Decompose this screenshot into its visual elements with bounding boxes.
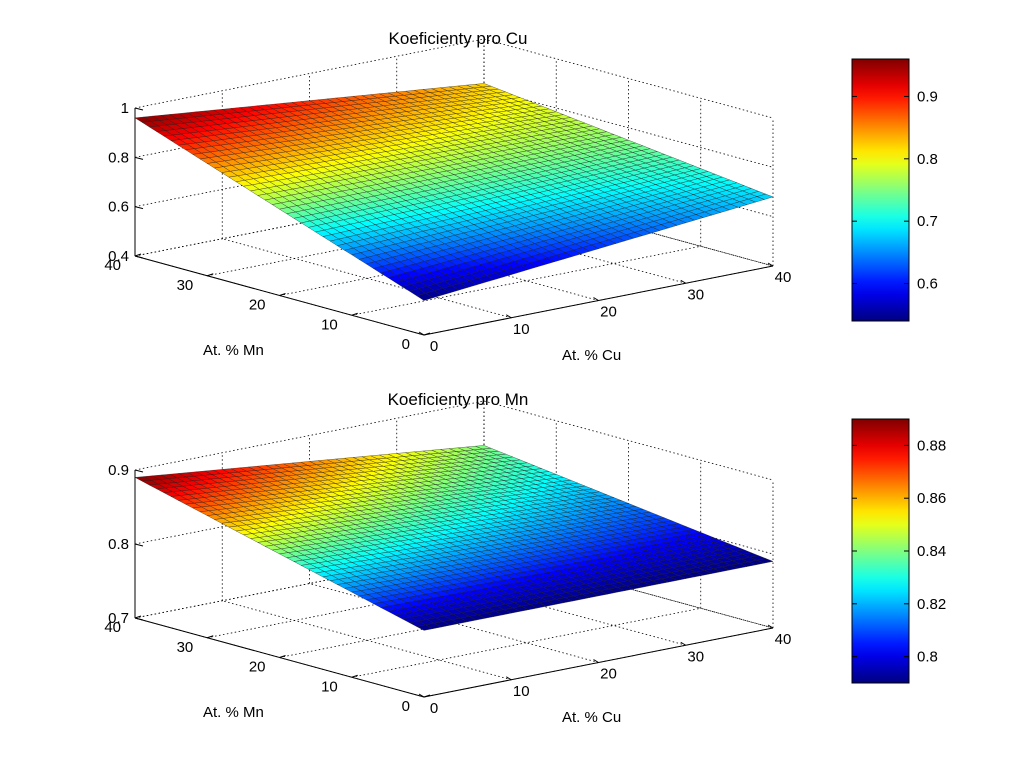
- colorbar-tick-label: 0.9: [917, 88, 938, 105]
- colorbar: 0.8 0.82 0.84 0.86 0.88: [851, 418, 946, 684]
- cu-tick-mark: [767, 624, 774, 629]
- mn-axis-label: At. % Mn: [203, 704, 264, 721]
- cu-tick-mark: [680, 641, 687, 646]
- mn-tick-mark: [207, 273, 214, 277]
- cu-tick-mark: [505, 314, 512, 319]
- mn-tick-label: 30: [177, 639, 194, 656]
- mn-tick-mark: [207, 635, 214, 639]
- colorbar-tick-label: 0.84: [917, 543, 946, 560]
- mn-tick-mark: [351, 312, 358, 316]
- mn-tick-mark: [423, 694, 431, 698]
- z-tick-mark: [134, 206, 144, 210]
- z-tick-mark: [134, 107, 144, 111]
- mn-tick-label: 0: [402, 698, 410, 715]
- floor-grid-line: [351, 245, 701, 316]
- z-tick-mark: [134, 156, 144, 160]
- cu-tick-label: 20: [600, 666, 617, 683]
- z-tick-label: 0.8: [108, 536, 129, 553]
- cu-tick-label: 10: [513, 321, 530, 338]
- z-tick-label: 0.7: [108, 610, 129, 627]
- chart-panel-2: 0.7 0.8 0.9 0 10 20 30 40 0 10 20 30 40 At. % Mn At. %…: [104, 390, 946, 726]
- cu-tick-mark: [505, 676, 512, 681]
- colorbar-tick-label: 0.8: [917, 649, 938, 666]
- mn-tick-label: 40: [104, 257, 121, 274]
- z-tick-label: 0.4: [108, 248, 129, 265]
- cu-tick-label: 0: [430, 700, 438, 717]
- chart-title: Koeficienty pro Mn: [388, 390, 529, 409]
- surface-plot: [134, 445, 774, 631]
- surface-patch: [416, 293, 434, 301]
- mn-tick-label: 40: [104, 619, 121, 636]
- mn-tick-label: 10: [321, 678, 338, 695]
- mn-tick-mark: [134, 253, 142, 257]
- cu-tick-label: 30: [687, 286, 704, 303]
- mn-tick-mark: [351, 674, 358, 678]
- mn-tick-mark: [279, 293, 286, 296]
- mn-tick-label: 20: [249, 297, 266, 314]
- cu-tick-mark: [418, 331, 425, 336]
- cu-tick-label: 30: [687, 648, 704, 665]
- colorbar-gradient: [851, 418, 910, 684]
- mn-tick-mark: [279, 655, 286, 658]
- cu-tick-mark: [593, 297, 599, 301]
- floor-grid-line: [351, 607, 701, 678]
- colorbar: 0.6 0.7 0.8 0.9: [851, 58, 938, 322]
- mn-tick-mark: [134, 615, 142, 619]
- mn-tick-label: 20: [249, 659, 266, 676]
- cu-tick-mark: [418, 693, 425, 698]
- cu-axis-label: At. % Cu: [562, 347, 621, 364]
- cu-tick-mark: [767, 262, 774, 267]
- surface-patch: [416, 624, 434, 631]
- mn-tick-label: 10: [321, 316, 338, 333]
- z-tick-label: 0.9: [108, 462, 129, 479]
- z-tick-label: 1: [121, 100, 129, 117]
- mn-tick-label: 30: [177, 277, 194, 294]
- cu-tick-label: 40: [775, 269, 792, 286]
- z-tick-mark: [134, 255, 144, 259]
- cu-axis-label: At. % Cu: [562, 709, 621, 726]
- colorbar-tick-label: 0.88: [917, 437, 946, 454]
- cu-tick-label: 40: [775, 631, 792, 648]
- colorbar-tick-label: 0.7: [917, 213, 938, 230]
- colorbar-tick-label: 0.86: [917, 490, 946, 507]
- z-tick-label: 0.6: [108, 199, 129, 216]
- z-tick-mark: [134, 543, 144, 547]
- cu-tick-label: 0: [430, 338, 438, 355]
- cu-tick-label: 20: [600, 304, 617, 321]
- cu-tick-mark: [593, 659, 599, 663]
- chart-title: Koeficienty pro Cu: [389, 29, 528, 48]
- cu-tick-mark: [680, 279, 687, 284]
- z-tick-label: 0.8: [108, 149, 129, 166]
- colorbar-tick-label: 0.8: [917, 151, 938, 168]
- colorbar-gradient: [851, 58, 910, 322]
- surface-plot: [134, 83, 774, 301]
- mn-axis-label: At. % Mn: [203, 342, 264, 359]
- colorbar-tick-label: 0.6: [917, 276, 938, 293]
- z-tick-mark: [134, 469, 144, 473]
- cu-tick-label: 10: [513, 683, 530, 700]
- colorbar-tick-label: 0.82: [917, 596, 946, 613]
- z-tick-mark: [134, 617, 144, 621]
- mn-tick-mark: [423, 332, 431, 336]
- mn-tick-label: 0: [402, 336, 410, 353]
